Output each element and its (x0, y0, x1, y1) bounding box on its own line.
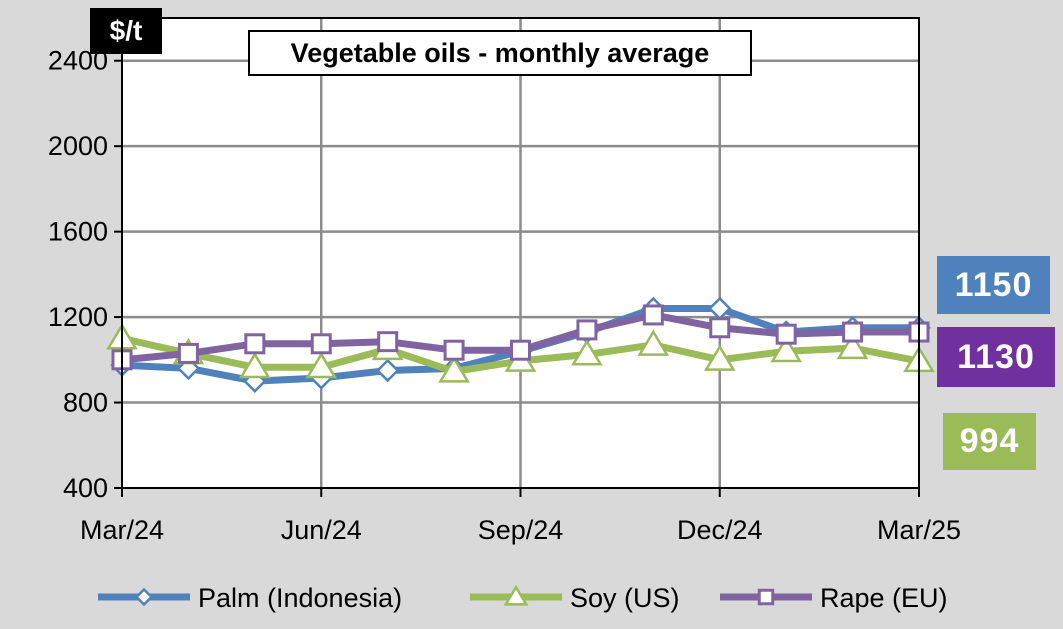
soy-legend-marker (503, 584, 529, 606)
x-tick-label: Sep/24 (478, 515, 564, 545)
soy-data-point (571, 339, 603, 366)
chart-title: Vegetable oils - monthly average (248, 30, 752, 76)
rape-data-point (709, 317, 731, 339)
y-tick-label: 1200 (48, 302, 108, 332)
legend: Palm (Indonesia) Soy (US) Rape (EU) (98, 583, 948, 613)
y-axis-unit-label: $/t (90, 8, 162, 54)
x-tick-label: Mar/25 (877, 515, 961, 545)
y-tick-label: 2000 (48, 131, 108, 161)
soy-data-point (770, 335, 803, 363)
palm-legend-label: Palm (Indonesia) (198, 583, 402, 613)
rape-data-point (443, 339, 465, 361)
x-tick-label: Mar/24 (80, 515, 164, 545)
soy-data-point (238, 351, 271, 379)
soy-data-point (703, 344, 736, 371)
palm-end-value-label: 1150 (937, 256, 1050, 314)
rape-legend-label: Rape (EU) (820, 583, 948, 613)
rape-data-point (510, 339, 531, 361)
rape-data-point (842, 321, 864, 343)
series-layer (106, 296, 935, 393)
rape-data-point (775, 323, 797, 345)
x-tick-label: Dec/24 (677, 515, 763, 545)
soy-data-point (836, 332, 869, 360)
rape-end-value-label: 1130 (937, 327, 1055, 387)
soy-end-value-label: 994 (943, 413, 1036, 470)
x-tick-label: Jun/24 (281, 515, 362, 545)
soy-data-point (637, 329, 670, 356)
gridlines (122, 18, 919, 488)
rape-data-point (642, 304, 664, 326)
plot-border (121, 17, 920, 489)
soy-legend-label: Soy (US) (570, 583, 680, 613)
y-tick-label: 1600 (48, 217, 108, 247)
y-tick-label: 400 (63, 473, 108, 503)
soy-data-point (305, 351, 338, 379)
palm-data-point (375, 358, 400, 383)
soy-data-point (438, 356, 470, 383)
rape-data-point (310, 333, 332, 355)
palm-legend-marker (134, 587, 154, 607)
rape-data-point (377, 331, 399, 353)
rape-data-point (244, 333, 266, 355)
rape-legend-marker (757, 588, 775, 606)
y-tick-label: 800 (63, 388, 108, 418)
rape-data-point (177, 342, 199, 364)
rape-data-point (576, 319, 598, 341)
